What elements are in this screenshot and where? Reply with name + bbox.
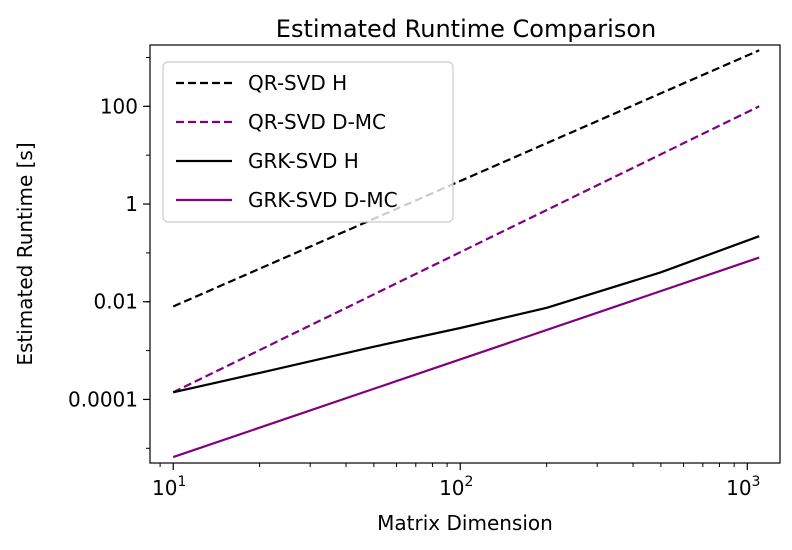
x-tick-label: 101 bbox=[152, 474, 186, 500]
legend-label: GRK-SVD D-MC bbox=[248, 188, 398, 212]
y-axis-title: Estimated Runtime [s] bbox=[13, 142, 37, 365]
x-tick-label: 103 bbox=[726, 474, 760, 500]
x-tick-label: 102 bbox=[439, 474, 473, 500]
legend-label: QR-SVD D-MC bbox=[248, 110, 386, 134]
series-line-3 bbox=[172, 235, 760, 394]
legend: QR-SVD H QR-SVD D-MC GRK-SVD H GRK-SVD D-MC bbox=[162, 61, 454, 223]
legend-label: GRK-SVD H bbox=[248, 149, 359, 173]
x-axis-title: Matrix Dimension bbox=[377, 511, 553, 535]
plot-frame bbox=[149, 44, 781, 464]
lines-layer bbox=[172, 49, 760, 459]
series-line-4 bbox=[172, 256, 760, 459]
series-line-2 bbox=[172, 105, 760, 394]
y-tick-label: 0.01 bbox=[93, 290, 138, 314]
ticks-layer: 101 102 103 0.0001 0.01 1 100 bbox=[68, 56, 760, 500]
chart-title: Estimated Runtime Comparison bbox=[276, 15, 656, 43]
y-tick-label: 1 bbox=[125, 192, 138, 216]
y-tick-label: 0.0001 bbox=[68, 387, 138, 411]
legend-box bbox=[162, 61, 454, 223]
series-line-1 bbox=[172, 49, 760, 308]
y-tick-label: 100 bbox=[100, 94, 138, 118]
legend-label: QR-SVD H bbox=[248, 71, 347, 95]
